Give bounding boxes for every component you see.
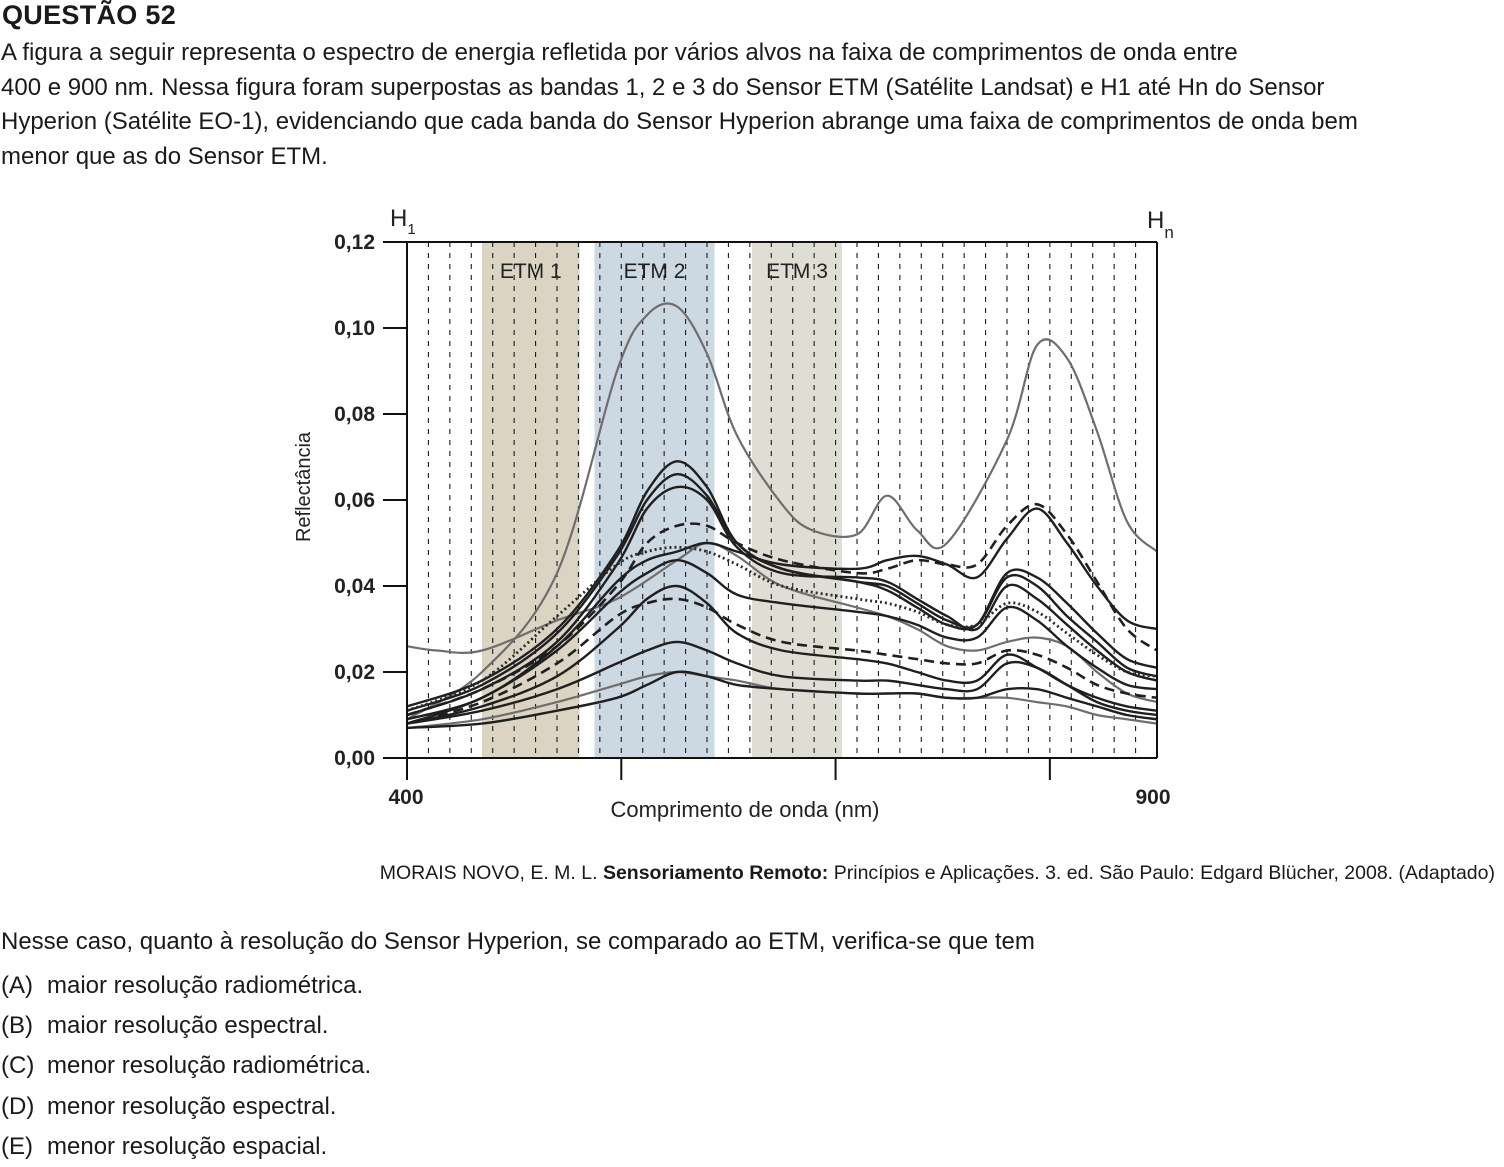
x-axis-label: Comprimento de onda (nm) <box>610 797 879 822</box>
x-tick-label-900: 900 <box>1135 786 1170 809</box>
option-letter: (E) <box>1 1132 33 1160</box>
source-citation: MORAIS NOVO, E. M. L. Sensoriamento Remo… <box>380 862 1495 885</box>
band-label-etm2: ETM 2 <box>624 260 686 283</box>
intro-line: menor que as do Sensor ETM. <box>1 142 328 170</box>
citation-rest: Princípios e Aplicações. 3. ed. São Paul… <box>828 862 1495 884</box>
reflectance-series-1 <box>406 302 1158 721</box>
y-tick-label: 0,08 <box>334 403 375 426</box>
option-text: menor resolução espectral. <box>47 1092 337 1120</box>
option-a[interactable]: (A) maior resolução radiométrica. <box>1 966 371 1006</box>
option-letter: (B) <box>1 1012 33 1040</box>
y-tick-label: 0,12 <box>334 231 375 254</box>
chart-axes: 0,00 0,02 0,04 0,06 0,08 0,10 0,12 <box>334 231 1158 780</box>
option-text: menor resolução espacial. <box>47 1132 328 1160</box>
reflectance-curves <box>406 302 1158 730</box>
chart-labels: ETM 1 ETM 2 ETM 3 H1 Hn Reflectância Com… <box>293 205 1174 822</box>
hn-label: Hn <box>1147 207 1174 242</box>
y-tick-label: 0,04 <box>334 575 375 598</box>
option-letter: (D) <box>1 1092 35 1120</box>
reflectance-series-2 <box>406 541 1158 704</box>
question-intro: A figura a seguir representa o espectro … <box>1 36 1501 174</box>
option-text: menor resolução radiométrica. <box>47 1052 372 1080</box>
y-tick-label: 0,00 <box>334 747 375 770</box>
band-label-etm1: ETM 1 <box>500 260 562 283</box>
reflectance-series-14 <box>406 670 1158 730</box>
citation-title: Sensoriamento Remoto: <box>602 862 829 884</box>
h1-label: H1 <box>390 205 416 238</box>
band-label-etm3: ETM 3 <box>766 260 828 283</box>
option-b[interactable]: (B) maior resolução espectral. <box>1 1006 371 1046</box>
question-stem: Nesse caso, quanto à resolução do Sensor… <box>1 928 1035 955</box>
option-letter: (A) <box>1 972 33 999</box>
reflectance-chart: 0,00 0,02 0,04 0,06 0,08 0,10 0,12 ETM 1 ETM 2… <box>293 205 1174 822</box>
reflectance-series-4 <box>406 473 1158 712</box>
answer-options: (A) maior resolução radiométrica. (B) maio… <box>1 966 371 1167</box>
option-d[interactable]: (D) menor resolução espectral. <box>1 1087 371 1127</box>
reflectance-series-12 <box>406 640 1158 725</box>
intro-line: 400 e 900 nm. Nessa figura foram superpo… <box>1 73 1325 101</box>
intro-line: Hyperion (Satélite EO-1), evidenciando q… <box>1 108 1358 135</box>
option-c[interactable]: (C) menor resolução radiométrica. <box>1 1046 371 1086</box>
y-tick-label: 0,02 <box>334 661 375 684</box>
y-tick-label: 0,10 <box>334 317 375 340</box>
y-axis-label: Reflectância <box>293 431 315 542</box>
reflectance-series-10 <box>406 597 1158 725</box>
intro-line: A figura a seguir representa o espectro … <box>1 39 1238 66</box>
reflectance-series-5 <box>406 485 1158 717</box>
option-letter: (C) <box>1 1052 35 1080</box>
reflectance-series-6 <box>406 507 1158 721</box>
x-tick-label-400: 400 <box>388 786 423 809</box>
option-text: maior resolução espectral. <box>47 1012 329 1040</box>
reflectance-series-8 <box>406 545 1158 713</box>
question-title: QUESTÃO 52 <box>2 0 177 30</box>
option-text: maior resolução radiométrica. <box>47 972 364 999</box>
y-tick-label: 0,06 <box>334 489 375 512</box>
reflectance-series-9 <box>406 558 1158 725</box>
option-e[interactable]: (E) menor resolução espacial. <box>1 1127 371 1167</box>
citation-authors: MORAIS NOVO, E. M. L. <box>379 862 603 884</box>
reflectance-series-7 <box>406 502 1158 717</box>
